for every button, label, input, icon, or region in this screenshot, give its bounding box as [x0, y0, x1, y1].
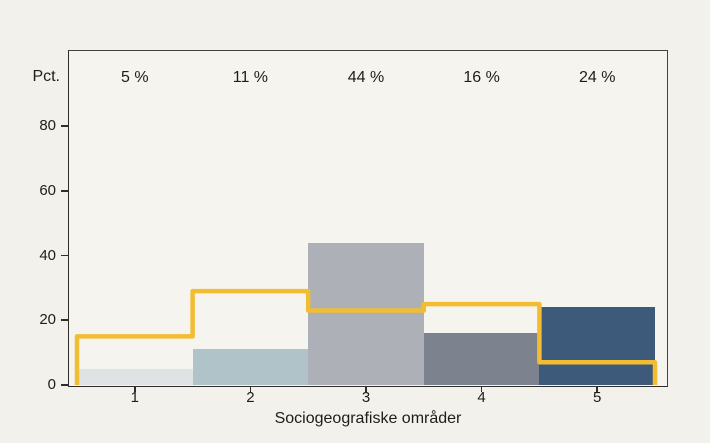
- bar-category-1: [77, 368, 193, 385]
- x-tick-mark: [596, 387, 598, 392]
- x-tick-label: 3: [361, 389, 371, 406]
- x-tick-mark: [134, 387, 136, 392]
- y-tick-label: 0: [47, 376, 56, 393]
- y-tick-mark: [61, 384, 68, 386]
- x-tick-label: 2: [246, 389, 255, 406]
- bar-value-label: 5 %: [121, 69, 149, 86]
- x-tick-label: 1: [130, 389, 139, 406]
- x-tick-mark: [365, 387, 367, 392]
- bar-value-label: 24 %: [578, 69, 616, 86]
- bar-category-4: [423, 333, 540, 385]
- bar-value-label: 16 %: [463, 69, 500, 86]
- y-tick-mark: [61, 125, 68, 127]
- x-axis-title: Sociogeografiske områder: [274, 410, 462, 427]
- y-tick-mark: [61, 319, 68, 322]
- bar-category-5: [539, 307, 655, 385]
- y-tick-label: 80: [39, 117, 56, 134]
- x-tick-mark: [249, 387, 252, 392]
- x-tick-label: 4: [477, 389, 486, 406]
- x-tick-mark: [480, 387, 483, 392]
- y-tick-label: 20: [39, 311, 56, 329]
- y-tick-label: 60: [39, 181, 56, 199]
- y-tick-mark: [61, 189, 68, 192]
- bar-value-label: 11 %: [232, 69, 269, 86]
- bar-category-3: [308, 242, 424, 385]
- y-tick-label: 40: [39, 246, 56, 264]
- y-tick-mark: [61, 254, 68, 257]
- x-tick-label: 5: [593, 389, 602, 406]
- bar-category-2: [192, 349, 309, 385]
- step-line-path: [74, 288, 658, 385]
- y-axis-unit-label: Pct.: [32, 68, 60, 85]
- bar-value-label: 44 %: [347, 69, 385, 86]
